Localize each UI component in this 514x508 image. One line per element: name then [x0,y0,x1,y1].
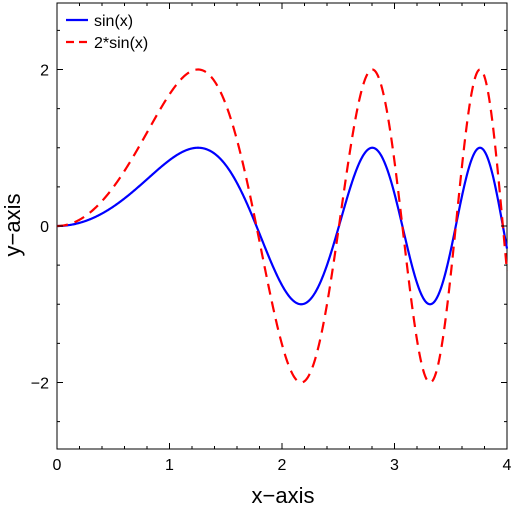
series-line-1 [56,146,509,306]
series-line-2 [56,68,509,384]
series-layer [56,68,509,384]
legend: sin(x) 2*sin(x) [66,13,148,52]
x-tick-label: 3 [390,457,399,474]
x-axis-label: x−axis [252,483,315,508]
x-tick-label: 2 [278,457,287,474]
x-tick-label: 0 [53,457,62,474]
legend-label-1: sin(x) [94,13,133,30]
x-tick-label: 1 [165,457,174,474]
plot-frame [56,2,508,450]
legend-label-2: 2*sin(x) [94,35,148,52]
plot-frame-layer [56,2,508,450]
y-axis-label: y−axis [0,194,25,257]
ticks-layer: 0 1 2 3 4 −2 0 2 [31,3,512,474]
x-tick-label: 4 [503,457,512,474]
y-tick-label: −2 [31,375,49,392]
y-tick-label: 2 [40,63,49,80]
y-tick-label: 0 [40,219,49,236]
